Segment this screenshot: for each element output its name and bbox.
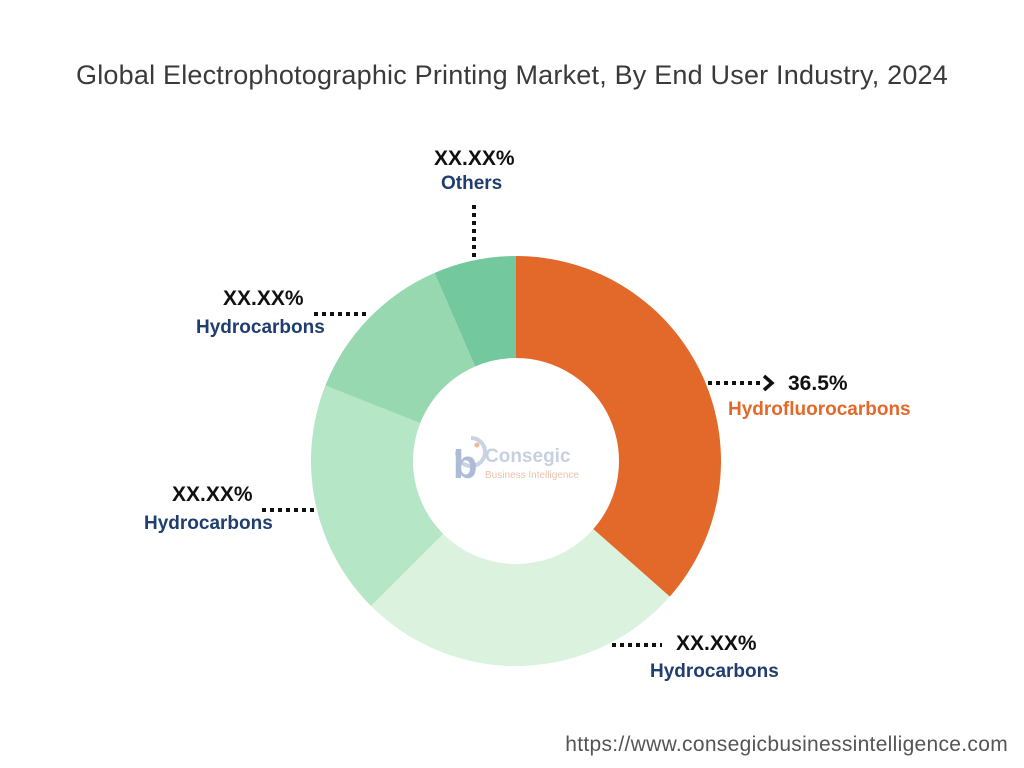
slice-name: Hydrocarbons [144,513,273,534]
slice-name-hydrofluorocarbons-wrap: Hydrofluorocarbons [728,399,911,421]
slice-value: 36.5% [788,372,848,395]
slice-name-others-wrap: Others [441,173,502,195]
slice-value: XX.XX% [676,632,757,655]
slice-name-hydrocarbons-left-wrap: Hydrocarbons [144,513,273,535]
donut-slice-0 [516,256,721,597]
slice-label-hydrofluorocarbons: 36.5% [788,372,848,396]
slice-name-hydrocarbons-upper-wrap: Hydrocarbons [196,317,325,339]
slice-label-hydrocarbons-upper: XX.XX% [223,287,304,311]
slice-label-hydrocarbons-left: XX.XX% [172,483,253,507]
donut-slice-2 [311,385,444,606]
leader-arrow-icon [762,374,775,392]
slice-name: Hydrocarbons [196,317,325,338]
chart-title: Global Electrophotographic Printing Mark… [76,60,948,90]
slice-value: XX.XX% [434,147,515,170]
donut-slice-4 [434,256,516,367]
slice-label-hydrocarbons-bottom: XX.XX% [676,632,757,656]
leader-lines [262,205,775,647]
slice-name-hydrocarbons-bottom-wrap: Hydrocarbons [650,661,779,683]
consegic-logo: b Consegic Business Intelligence [453,436,579,487]
slice-name: Hydrocarbons [650,661,779,682]
slice-name: Others [441,173,503,194]
logo-arc-icon [455,436,487,468]
slice-name: Hydrofluorocarbons [728,399,911,420]
logo-mark-icon: b [453,443,477,487]
slice-label-others: XX.XX% [434,147,515,171]
logo-dot-icon [474,442,480,448]
slice-value: XX.XX% [223,287,304,310]
donut-slice-1 [371,529,670,666]
source-url: https://www.consegicbusinessintelligence… [565,733,1008,756]
logo-tagline: Business Intelligence [485,470,579,481]
donut-slices [311,256,721,666]
logo-name: Consegic [485,446,571,467]
donut-slice-3 [325,272,476,424]
slice-value: XX.XX% [172,483,253,506]
